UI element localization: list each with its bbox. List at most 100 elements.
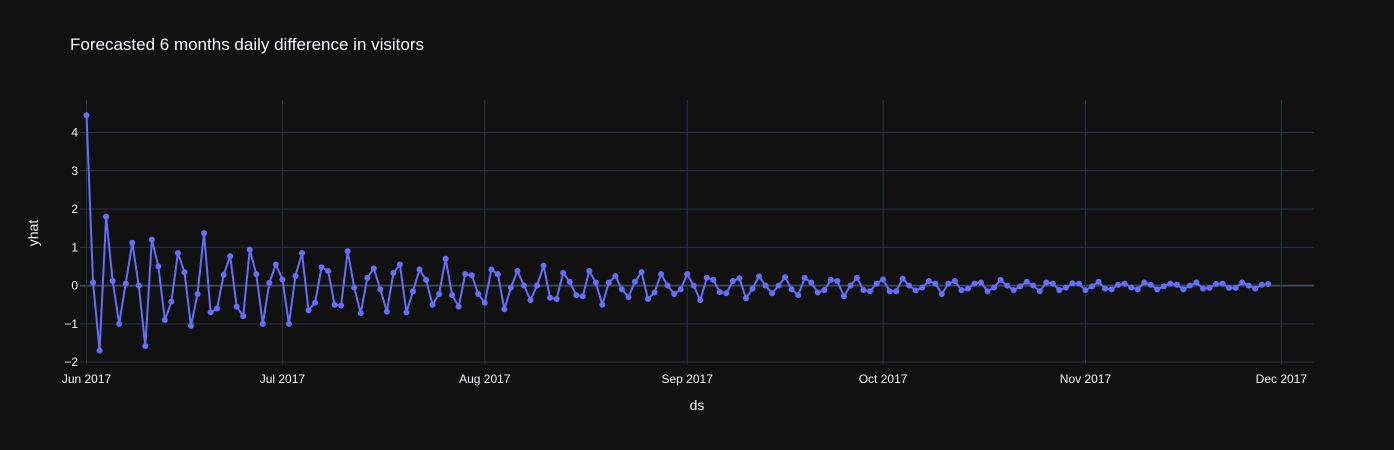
data-point[interactable] <box>475 290 482 297</box>
data-point[interactable] <box>716 289 723 296</box>
data-point[interactable] <box>703 274 710 281</box>
data-point[interactable] <box>906 282 913 289</box>
data-point[interactable] <box>96 347 103 354</box>
data-point[interactable] <box>958 287 965 294</box>
data-point[interactable] <box>514 268 521 275</box>
data-point[interactable] <box>612 273 619 279</box>
data-point[interactable] <box>1108 286 1115 293</box>
data-point[interactable] <box>1075 280 1082 287</box>
data-point[interactable] <box>912 287 919 294</box>
data-point[interactable] <box>925 277 932 284</box>
data-point[interactable] <box>880 276 887 283</box>
data-point[interactable] <box>1200 285 1207 292</box>
data-point[interactable] <box>116 320 123 327</box>
data-point[interactable] <box>1213 281 1220 288</box>
data-point[interactable] <box>318 264 325 271</box>
data-point[interactable] <box>109 277 116 284</box>
data-point[interactable] <box>919 284 926 291</box>
data-point[interactable] <box>396 261 403 268</box>
data-point[interactable] <box>298 250 305 257</box>
data-point[interactable] <box>312 299 319 306</box>
data-point[interactable] <box>1056 287 1063 294</box>
data-point[interactable] <box>1226 284 1233 291</box>
data-point[interactable] <box>527 297 534 304</box>
data-point[interactable] <box>279 276 286 283</box>
data-point[interactable] <box>618 286 625 293</box>
data-point[interactable] <box>357 310 364 317</box>
data-point[interactable] <box>103 213 110 220</box>
data-point[interactable] <box>645 295 652 302</box>
data-point[interactable] <box>795 292 802 299</box>
data-point[interactable] <box>1265 281 1272 288</box>
data-point[interactable] <box>494 271 501 278</box>
data-point[interactable] <box>534 282 541 289</box>
data-point[interactable] <box>651 289 658 296</box>
data-point[interactable] <box>1239 279 1246 286</box>
data-point[interactable] <box>547 294 554 301</box>
data-point[interactable] <box>808 279 815 286</box>
data-point[interactable] <box>899 275 906 282</box>
data-point[interactable] <box>847 282 854 289</box>
data-point[interactable] <box>220 271 227 278</box>
data-point[interactable] <box>853 274 860 281</box>
data-point[interactable] <box>83 112 90 119</box>
data-point[interactable] <box>181 269 188 276</box>
data-point[interactable] <box>520 282 527 289</box>
data-point[interactable] <box>723 290 730 297</box>
data-point[interactable] <box>383 308 390 315</box>
data-point[interactable] <box>1010 287 1017 294</box>
data-point[interactable] <box>194 290 201 297</box>
data-point[interactable] <box>553 295 560 302</box>
data-point[interactable] <box>997 276 1004 283</box>
data-point[interactable] <box>187 322 194 329</box>
data-point[interactable] <box>827 276 834 283</box>
data-point[interactable] <box>697 297 704 304</box>
data-point[interactable] <box>560 269 567 276</box>
data-point[interactable] <box>834 277 841 284</box>
data-point[interactable] <box>259 320 266 327</box>
data-point[interactable] <box>142 343 149 350</box>
data-point[interactable] <box>684 271 691 278</box>
data-point[interactable] <box>207 309 214 316</box>
data-point[interactable] <box>1160 283 1167 290</box>
data-point[interactable] <box>769 290 776 297</box>
data-point[interactable] <box>403 309 410 316</box>
data-point[interactable] <box>867 288 874 295</box>
data-point[interactable] <box>1128 284 1135 291</box>
data-point[interactable] <box>174 250 181 257</box>
data-point[interactable] <box>338 302 345 309</box>
data-point[interactable] <box>978 279 985 286</box>
data-point[interactable] <box>488 266 495 273</box>
data-point[interactable] <box>90 279 97 286</box>
data-point[interactable] <box>1193 279 1200 286</box>
data-point[interactable] <box>1082 287 1089 294</box>
data-point[interactable] <box>148 236 155 243</box>
data-point[interactable] <box>540 262 547 269</box>
data-point[interactable] <box>325 268 332 275</box>
data-point[interactable] <box>1043 279 1050 286</box>
data-point[interactable] <box>991 284 998 291</box>
data-point[interactable] <box>285 320 292 327</box>
data-point[interactable] <box>749 285 756 292</box>
data-point[interactable] <box>129 239 136 246</box>
data-point[interactable] <box>1167 280 1174 287</box>
data-point[interactable] <box>951 277 958 284</box>
data-point[interactable] <box>1245 282 1252 289</box>
data-point[interactable] <box>442 255 449 262</box>
data-point[interactable] <box>423 276 430 283</box>
data-point[interactable] <box>305 307 312 314</box>
data-point[interactable] <box>1115 281 1122 288</box>
data-point[interactable] <box>938 290 945 297</box>
data-point[interactable] <box>436 290 443 297</box>
data-point[interactable] <box>605 279 612 286</box>
data-point[interactable] <box>1206 284 1213 291</box>
data-point[interactable] <box>873 280 880 287</box>
data-point[interactable] <box>775 282 782 289</box>
data-point[interactable] <box>1258 281 1265 288</box>
data-point[interactable] <box>677 286 684 293</box>
data-point[interactable] <box>710 276 717 283</box>
data-point[interactable] <box>860 287 867 294</box>
data-point[interactable] <box>429 301 436 308</box>
data-point[interactable] <box>638 269 645 276</box>
data-point[interactable] <box>1186 282 1193 289</box>
